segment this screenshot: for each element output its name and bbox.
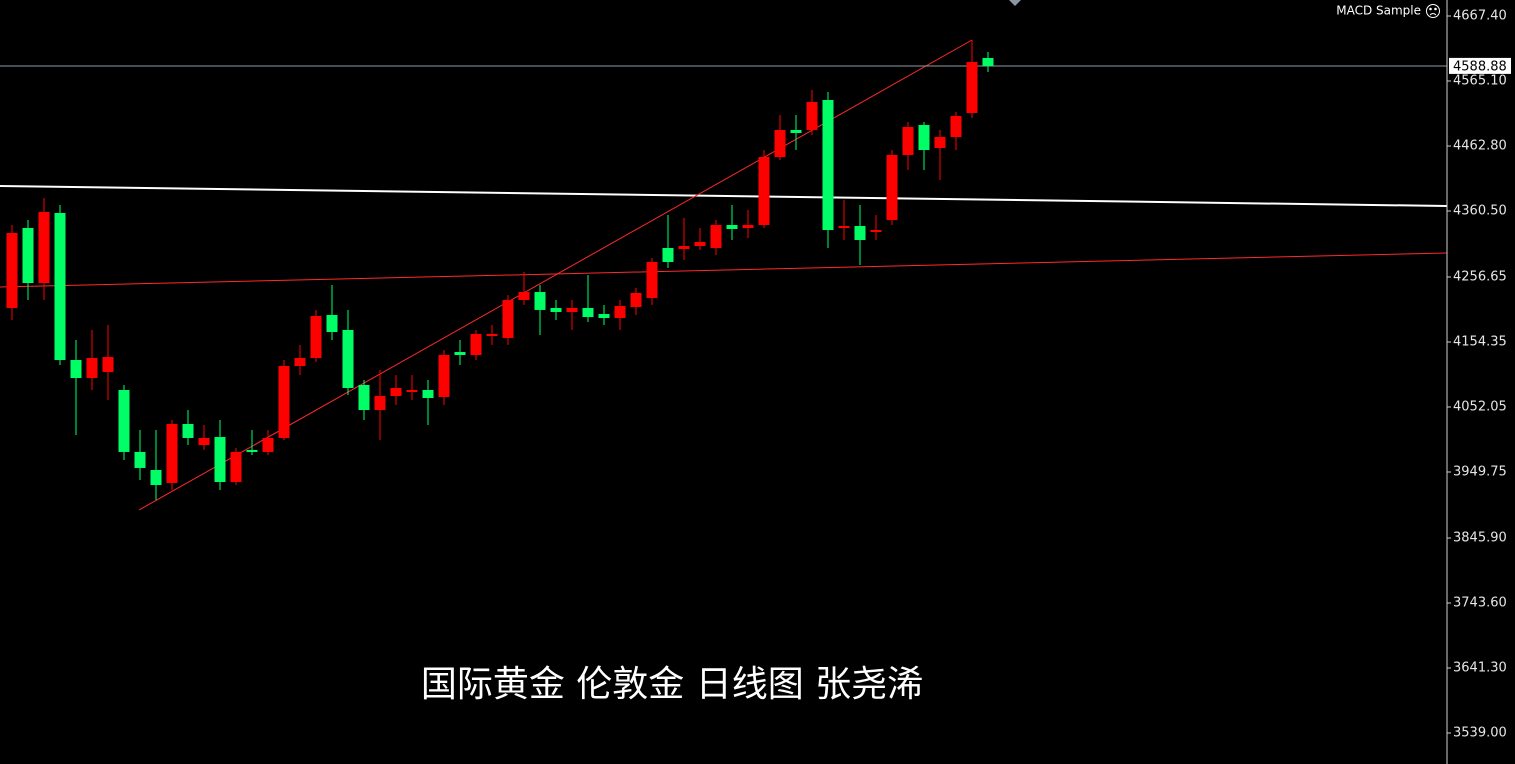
candle-body [502, 299, 514, 338]
candle-body [662, 247, 674, 262]
candle-body [374, 395, 386, 411]
candles [6, 40, 994, 500]
candle-body [774, 130, 786, 158]
candle-body [118, 390, 130, 452]
candle-body [870, 230, 882, 232]
candle-body [710, 224, 722, 248]
candle-body [246, 449, 258, 452]
candle-body [342, 329, 354, 388]
y-tick-label: 3641.30 [1453, 660, 1507, 675]
trend-line [0, 252, 1448, 288]
y-tick-label: 3743.60 [1453, 595, 1507, 610]
candle-body [230, 451, 242, 483]
drawings [0, 0, 1448, 511]
candle-body [262, 437, 274, 452]
indicator-label: MACD Sample [1336, 4, 1421, 18]
y-tick-label: 4565.10 [1453, 74, 1507, 89]
shift-marker [1009, 0, 1021, 6]
y-tick-label: 3949.75 [1453, 465, 1507, 480]
candle-body [54, 212, 66, 361]
candle-body [182, 423, 194, 438]
price-tag-label: 4588.88 [1453, 59, 1507, 74]
candle-body [326, 314, 338, 332]
candle-body [790, 130, 802, 133]
candle-body [70, 360, 82, 378]
candle-body [534, 292, 546, 310]
candle-body [982, 58, 994, 66]
candle-body [630, 292, 642, 307]
candle-body [406, 390, 418, 392]
candle-body [582, 307, 594, 317]
price-tag [1449, 57, 1511, 74]
candle-body [854, 226, 866, 240]
candle-body [294, 357, 306, 366]
candle-body [390, 387, 402, 396]
y-tick-label: 4667.40 [1453, 9, 1507, 24]
candle-body [742, 224, 754, 228]
candle-body [886, 154, 898, 220]
y-tick-label: 4154.35 [1453, 335, 1507, 350]
candle-body [38, 211, 50, 284]
candle-body [6, 232, 18, 308]
candle-body [678, 246, 690, 250]
candle-body [918, 124, 930, 151]
candle-body [86, 357, 98, 378]
candle-body [422, 390, 434, 399]
candle-body [966, 62, 978, 113]
y-tick-label: 3539.00 [1453, 725, 1507, 740]
candle-body [438, 354, 450, 397]
candle-body [598, 314, 610, 319]
candle-body [822, 100, 834, 231]
y-tick-label: 4462.80 [1453, 139, 1507, 154]
candle-body [902, 127, 914, 155]
candle-body [134, 451, 146, 468]
candle-body [454, 352, 466, 355]
candle-body [614, 306, 626, 319]
candle-body [758, 157, 770, 225]
candle-body [934, 136, 946, 148]
y-tick-label: 4256.65 [1453, 270, 1507, 285]
candle-body [214, 437, 226, 483]
candle-body [198, 437, 210, 446]
candle-body [726, 224, 738, 229]
candle-body [550, 307, 562, 312]
candle-body [694, 242, 706, 247]
candle-body [310, 315, 322, 358]
y-tick-label: 4360.50 [1453, 204, 1507, 219]
candle-body [950, 116, 962, 137]
y-tick-label: 3845.90 [1453, 530, 1507, 545]
y-tick-label: 4052.05 [1453, 400, 1507, 415]
candle-body [102, 357, 114, 373]
candle-body [470, 333, 482, 355]
caption: 国际黄金 伦敦金 日线图 张尧浠 [421, 664, 923, 705]
candle-body [806, 101, 818, 131]
candle-body [166, 423, 178, 483]
candle-body [358, 384, 370, 411]
candle-body [278, 365, 290, 438]
candle-body [838, 226, 850, 228]
candle-body [22, 227, 34, 284]
candle-body [566, 307, 578, 312]
candle-body [486, 333, 498, 336]
trend-line [0, 185, 1448, 207]
indicator-icon [1426, 4, 1440, 18]
candle-body [646, 261, 658, 299]
candle-body [150, 470, 162, 485]
candle-body [518, 292, 530, 300]
